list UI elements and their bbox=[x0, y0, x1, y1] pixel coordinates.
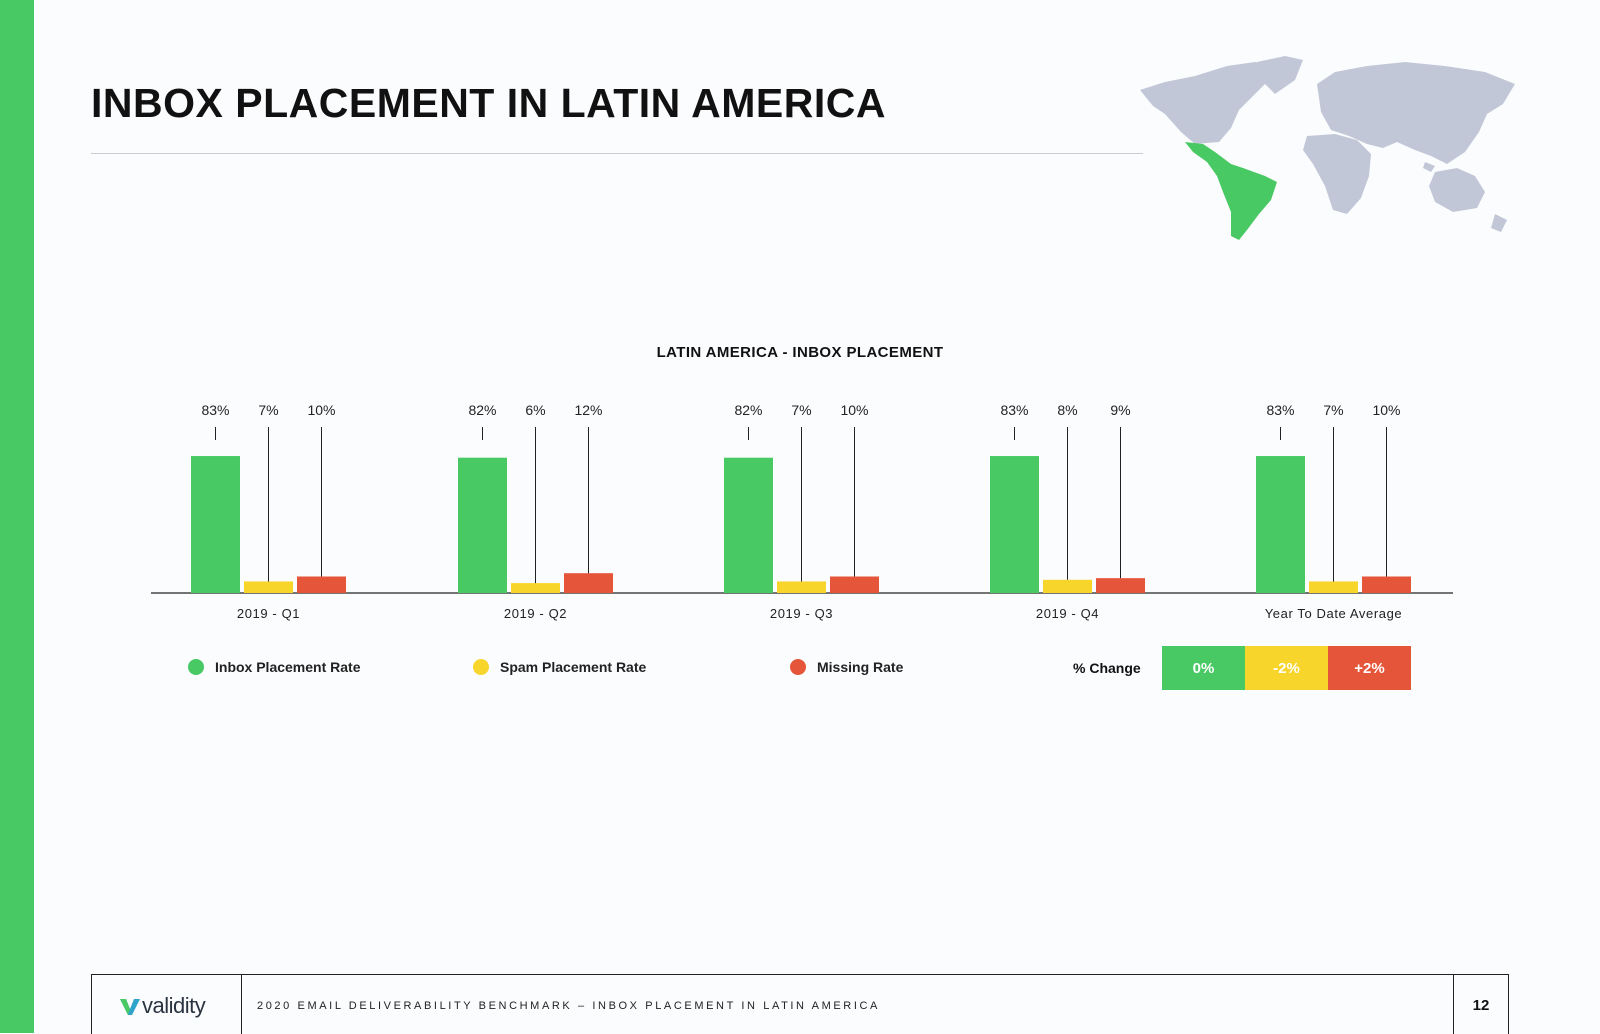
bar-4-2 bbox=[1043, 579, 1092, 593]
map-greenland bbox=[1257, 56, 1303, 94]
legend-spam-label: Spam Placement Rate bbox=[500, 659, 647, 675]
category-label-3: 2019 - Q3 bbox=[770, 606, 833, 621]
page-title: INBOX PLACEMENT IN LATIN AMERICA bbox=[91, 80, 886, 126]
data-label-5-1: 83% bbox=[1266, 402, 1294, 418]
change-inbox: 0% bbox=[1162, 646, 1245, 690]
footer-logo-cell: validity bbox=[92, 975, 242, 1034]
data-label-2-2: 6% bbox=[525, 402, 545, 418]
data-label-3-2: 7% bbox=[791, 402, 811, 418]
data-label-2-1: 82% bbox=[468, 402, 496, 418]
bar-chart: 83% 7% 10% 2019 - Q1 82% 6% 12% 2019 - Q2 82% 7% 1… bbox=[151, 402, 1453, 621]
legend-spam-dot bbox=[473, 659, 489, 675]
map-africa bbox=[1303, 134, 1371, 214]
category-label-5: Year To Date Average bbox=[1265, 606, 1403, 621]
footer-text: 2020 EMAIL DELIVERABILITY BENCHMARK – IN… bbox=[257, 1000, 880, 1012]
category-label-4: 2019 - Q4 bbox=[1036, 606, 1099, 621]
bar-5-2 bbox=[1309, 581, 1358, 593]
bar-3-1 bbox=[724, 457, 773, 593]
bar-5-1 bbox=[1256, 456, 1305, 593]
validity-logo-text: validity bbox=[142, 993, 206, 1018]
category-label-2: 2019 - Q2 bbox=[504, 606, 567, 621]
world-map bbox=[1140, 56, 1515, 240]
legend-inbox-label: Inbox Placement Rate bbox=[215, 659, 361, 675]
map-north-america bbox=[1140, 62, 1285, 144]
bar-3-2 bbox=[777, 581, 826, 593]
legend-missing: Missing Rate bbox=[790, 659, 903, 675]
change-label: % Change bbox=[1073, 660, 1141, 676]
legend-missing-dot bbox=[790, 659, 806, 675]
legend-spam: Spam Placement Rate bbox=[473, 659, 646, 675]
legend-inbox-dot bbox=[188, 659, 204, 675]
validity-logo: validity bbox=[120, 993, 206, 1019]
bar-2-3 bbox=[564, 573, 613, 593]
bar-4-3 bbox=[1096, 578, 1145, 593]
change-spam: -2% bbox=[1245, 646, 1328, 690]
map-islands bbox=[1423, 162, 1507, 232]
data-label-2-3: 12% bbox=[574, 402, 602, 418]
title-divider bbox=[91, 153, 1143, 154]
data-label-3-1: 82% bbox=[734, 402, 762, 418]
bar-4-1 bbox=[990, 456, 1039, 593]
category-label-1: 2019 - Q1 bbox=[237, 606, 300, 621]
change-missing: +2% bbox=[1328, 646, 1411, 690]
data-label-1-3: 10% bbox=[307, 402, 335, 418]
data-label-3-3: 10% bbox=[840, 402, 868, 418]
validity-check-icon bbox=[120, 999, 140, 1015]
page-number: 12 bbox=[1472, 997, 1490, 1014]
map-oceania bbox=[1429, 168, 1485, 212]
data-label-5-2: 7% bbox=[1323, 402, 1343, 418]
data-label-1-1: 83% bbox=[201, 402, 229, 418]
footer-page-cell: 12 bbox=[1453, 975, 1508, 1034]
bar-2-2 bbox=[511, 583, 560, 593]
footer: validity 2020 EMAIL DELIVERABILITY BENCH… bbox=[91, 974, 1509, 1034]
data-label-4-3: 9% bbox=[1110, 402, 1130, 418]
bar-1-2 bbox=[244, 581, 293, 593]
map-eurasia bbox=[1317, 62, 1515, 164]
chart-title: LATIN AMERICA - INBOX PLACEMENT bbox=[656, 344, 944, 361]
data-label-5-3: 10% bbox=[1372, 402, 1400, 418]
data-label-4-2: 8% bbox=[1057, 402, 1077, 418]
accent-side-bar bbox=[0, 0, 34, 1033]
bar-1-3 bbox=[297, 576, 346, 593]
bar-1-1 bbox=[191, 456, 240, 593]
map-latin-america bbox=[1185, 142, 1277, 240]
bar-3-3 bbox=[830, 576, 879, 593]
data-label-4-1: 83% bbox=[1000, 402, 1028, 418]
bar-5-3 bbox=[1362, 576, 1411, 593]
legend-inbox: Inbox Placement Rate bbox=[188, 659, 361, 675]
bar-2-1 bbox=[458, 457, 507, 593]
legend-missing-label: Missing Rate bbox=[817, 659, 904, 675]
data-label-1-2: 7% bbox=[258, 402, 278, 418]
